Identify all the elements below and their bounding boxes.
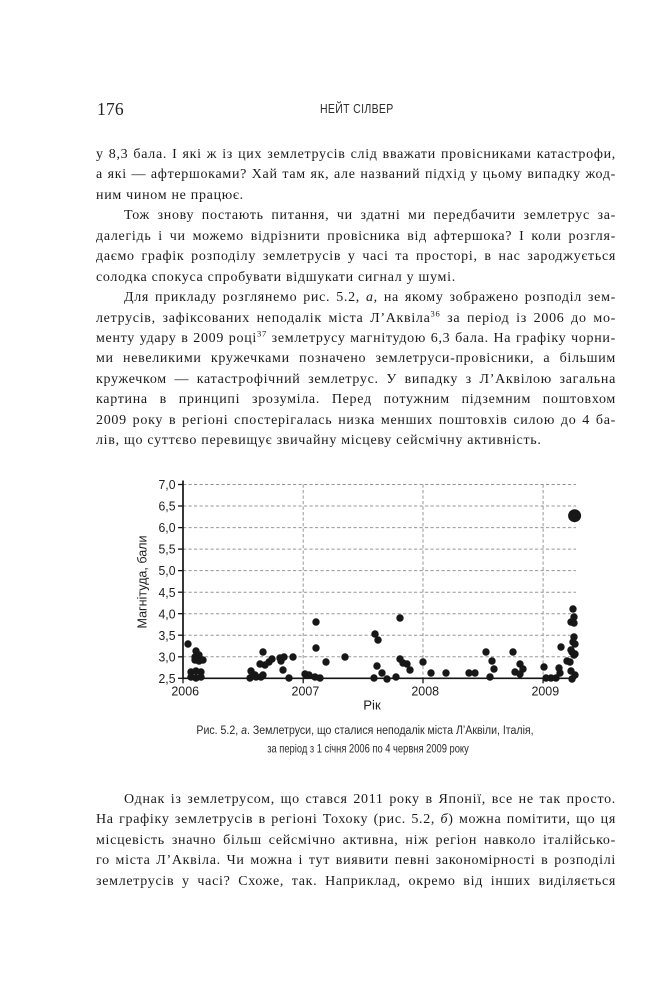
- svg-text:Магнітуда, бали: Магнітуда, бали: [135, 536, 150, 629]
- svg-text:3,5: 3,5: [159, 628, 176, 643]
- svg-text:6,0: 6,0: [159, 520, 176, 535]
- svg-text:4,0: 4,0: [159, 606, 176, 621]
- svg-text:7,0: 7,0: [159, 477, 176, 492]
- svg-text:2,5: 2,5: [159, 671, 176, 686]
- svg-text:за період з 1 січня 2006 по 4: за період з 1 січня 2006 по 4 червня 200…: [267, 742, 469, 755]
- svg-text:Рис. 5.2, а. Землетруси, що ст: Рис. 5.2, а. Землетруси, що сталися непо…: [196, 725, 533, 738]
- svg-text:Рік: Рік: [363, 698, 381, 713]
- svg-text:2009: 2009: [531, 684, 559, 699]
- svg-text:2006: 2006: [171, 684, 199, 699]
- svg-text:5,5: 5,5: [159, 542, 176, 557]
- svg-text:3,0: 3,0: [159, 649, 176, 664]
- svg-text:6,5: 6,5: [159, 499, 176, 514]
- svg-text:5,0: 5,0: [159, 563, 176, 578]
- svg-text:2007: 2007: [292, 684, 320, 699]
- svg-text:2008: 2008: [411, 684, 439, 699]
- svg-text:4,5: 4,5: [159, 585, 176, 600]
